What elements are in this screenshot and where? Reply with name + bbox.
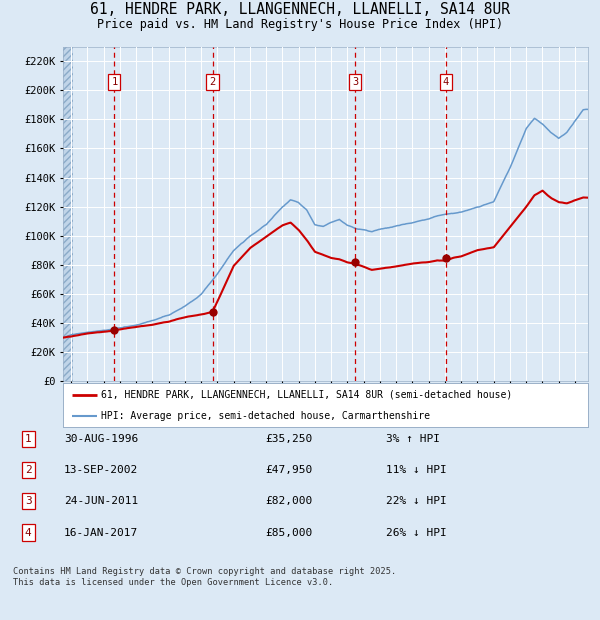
Text: 30-AUG-1996: 30-AUG-1996 [64,433,138,444]
Text: 4: 4 [25,528,32,538]
Text: 11% ↓ HPI: 11% ↓ HPI [386,465,447,475]
Text: 3: 3 [25,496,32,506]
Text: £47,950: £47,950 [265,465,313,475]
Text: 1: 1 [111,77,118,87]
Text: 22% ↓ HPI: 22% ↓ HPI [386,496,447,506]
Text: 26% ↓ HPI: 26% ↓ HPI [386,528,447,538]
Text: 2: 2 [25,465,32,475]
Text: 24-JUN-2011: 24-JUN-2011 [64,496,138,506]
Text: 2: 2 [209,77,215,87]
Text: 13-SEP-2002: 13-SEP-2002 [64,465,138,475]
Text: 1: 1 [25,433,32,444]
Text: 3% ↑ HPI: 3% ↑ HPI [386,433,440,444]
Text: 61, HENDRE PARK, LLANGENNECH, LLANELLI, SA14 8UR: 61, HENDRE PARK, LLANGENNECH, LLANELLI, … [90,2,510,17]
Bar [63,46,73,381]
Text: HPI: Average price, semi-detached house, Carmarthenshire: HPI: Average price, semi-detached house,… [101,410,430,421]
Text: £85,000: £85,000 [265,528,313,538]
Text: Price paid vs. HM Land Registry's House Price Index (HPI): Price paid vs. HM Land Registry's House … [97,18,503,31]
Text: 4: 4 [442,77,449,87]
Text: Contains HM Land Registry data © Crown copyright and database right 2025.
This d: Contains HM Land Registry data © Crown c… [13,567,397,587]
Text: 61, HENDRE PARK, LLANGENNECH, LLANELLI, SA14 8UR (semi-detached house): 61, HENDRE PARK, LLANGENNECH, LLANELLI, … [101,390,512,400]
Text: 16-JAN-2017: 16-JAN-2017 [64,528,138,538]
Text: £35,250: £35,250 [265,433,313,444]
Text: £82,000: £82,000 [265,496,313,506]
Text: 3: 3 [352,77,358,87]
